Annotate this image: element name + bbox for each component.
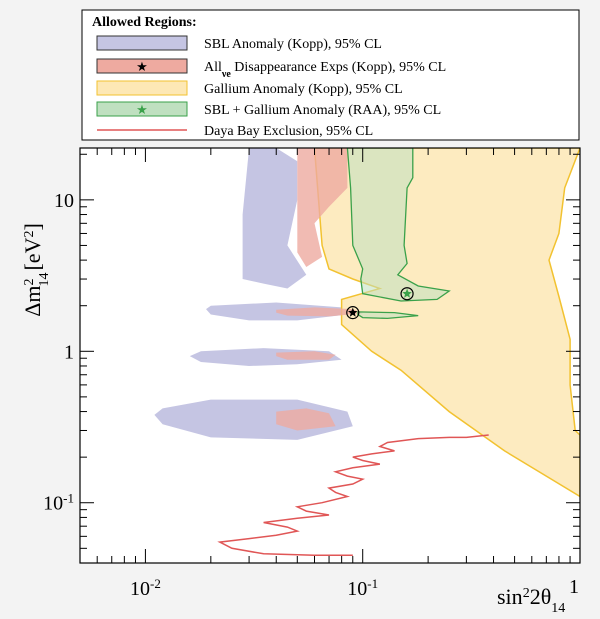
- tick-labels-layer: 10-2 10-1 1 10-1 1 10: [43, 190, 579, 600]
- legend-marker-raa: ★: [136, 102, 148, 117]
- all-ve-region-1: [276, 307, 363, 317]
- legend-swatch-gallium: [96, 80, 188, 96]
- legend-label-all-ve: Allνe Disappearance Exps (Kopp), 95% CL: [204, 60, 446, 80]
- legend-label-daya-bay: Daya Bay Exclusion, 95% CL: [204, 124, 373, 139]
- legend-box: [81, 9, 580, 141]
- legend-label-raa: SBL + Gallium Anomaly (RAA), 95% CL: [204, 103, 441, 118]
- all-ve-region-0: [297, 148, 348, 267]
- ticks-layer: [79, 148, 581, 564]
- all-ve-region-3: [276, 408, 336, 431]
- raa-best-fit-marker: [402, 288, 412, 298]
- legend-title: Allowed Regions:: [92, 15, 197, 30]
- x-axis-label: sin22θ14: [497, 584, 565, 614]
- y-tick-label-2: 10: [54, 190, 74, 212]
- axes-frame: [79, 147, 581, 564]
- y-tick-label-0: 10-1: [43, 490, 74, 515]
- raa-best-fit-marker-circle: [400, 287, 414, 301]
- y-tick-label-1: 1: [64, 341, 74, 363]
- legend-swatch-raa: [96, 101, 188, 117]
- all-ve-region-2: [276, 351, 336, 360]
- x-tick-label-1: 10-1: [347, 576, 378, 601]
- y-axis-label: Δm214[eV2]: [20, 223, 52, 317]
- regions-layer: [154, 148, 580, 557]
- legend-marker-all-ve: ★: [136, 59, 148, 74]
- daya-bay-line: [217, 434, 489, 557]
- all-ve-best-fit-marker-circle: [346, 306, 360, 320]
- raa-region: [346, 148, 451, 302]
- legend-swatch-all-ve: [96, 58, 188, 74]
- legend: Allowed Regions: SBL Anomaly (Kopp), 95%…: [81, 9, 580, 141]
- legend-label-gallium: Gallium Anomaly (Kopp), 95% CL: [204, 82, 403, 97]
- plot-frame: [79, 147, 581, 564]
- legend-swatch-sbl: [96, 35, 188, 51]
- x-tick-label-0: 10-2: [130, 576, 161, 601]
- sbl-region-0: [242, 148, 307, 289]
- x-tick-label-2: 1: [569, 576, 579, 598]
- all-ve-best-fit-marker: [348, 307, 358, 317]
- legend-label-sbl: SBL Anomaly (Kopp), 95% CL: [204, 37, 382, 52]
